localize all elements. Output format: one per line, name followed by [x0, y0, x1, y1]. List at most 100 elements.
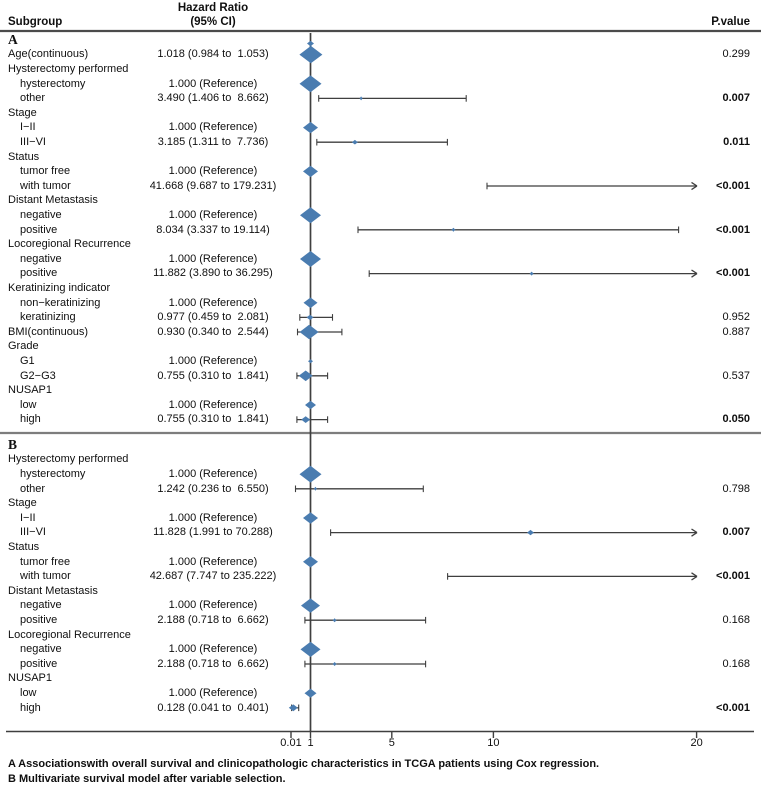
row-hr-text: 1.000 (Reference) [168, 467, 258, 480]
row-hr-text: 1.000 (Reference) [168, 165, 258, 178]
arrowhead [691, 528, 698, 534]
row-label: negative [20, 643, 62, 656]
row-hr-text: 1.000 (Reference) [168, 121, 258, 134]
row-hr-text: 3.490 (1.406 to 8.662) [157, 92, 269, 105]
row-label: Stage [8, 106, 37, 119]
row-hr-text: 1.000 (Reference) [168, 354, 258, 367]
row-pvalue: 0.887 [722, 325, 750, 338]
row-label: III−VI [20, 526, 46, 539]
row-label: hysterectomy [20, 467, 86, 480]
panel-b-label: B [8, 437, 18, 452]
reference-diamond [300, 207, 321, 224]
row-label: low [20, 686, 37, 699]
row-label: Distant Metastasis [8, 194, 98, 207]
row-label: high [20, 701, 41, 714]
arrowhead [691, 532, 698, 537]
row-label: Status [8, 540, 40, 553]
row-label: Hysterectomy performed [8, 62, 129, 75]
arrowhead [691, 181, 698, 187]
reference-diamond [300, 251, 321, 267]
axis-tick-label: 1 [307, 737, 314, 749]
row-label: Distant Metastasis [8, 584, 98, 597]
row-hr-text: 1.000 (Reference) [168, 643, 258, 656]
row-label: Age(continuous) [8, 48, 89, 61]
row-label: Keratinizing indicator [8, 281, 111, 294]
reference-diamond [308, 359, 313, 364]
estimate-diamond [306, 314, 314, 321]
row-pvalue: <0.001 [716, 701, 750, 714]
row-label: Hysterectomy performed [8, 453, 129, 466]
estimate-diamond [351, 139, 358, 145]
ci-column-header: (95% CI) [190, 16, 236, 28]
reference-diamond [300, 641, 321, 657]
reference-diamond [303, 297, 318, 309]
row-pvalue: 0.168 [722, 613, 750, 626]
estimate-diamond [529, 271, 534, 276]
row-label: low [20, 398, 37, 411]
estimate-diamond [301, 416, 311, 423]
estimate-diamond [299, 45, 323, 64]
estimate-diamond [298, 370, 313, 382]
top-marker-diamond [307, 40, 314, 47]
row-hr-text: 1.000 (Reference) [168, 599, 258, 612]
estimate-diamond [332, 618, 337, 623]
footnote-a: A Associationswith overall survival and … [8, 758, 600, 770]
axis-tick-label: 20 [690, 737, 703, 749]
axis-tick-label: 0.01 [280, 737, 302, 749]
reference-diamond [303, 512, 318, 524]
row-hr-text: 1.000 (Reference) [168, 511, 258, 524]
row-hr-text: 0.128 (0.041 to 0.401) [157, 701, 269, 714]
estimate-diamond [299, 324, 319, 340]
row-label: BMI(continuous) [8, 325, 89, 338]
row-label: negative [20, 252, 62, 265]
reference-diamond [303, 121, 318, 134]
row-label: hysterectomy [20, 77, 86, 90]
row-hr-text: 8.034 (3.337 to 19.114) [156, 223, 270, 236]
row-hr-text: 1.000 (Reference) [168, 77, 258, 90]
row-label: with tumor [20, 570, 71, 583]
row-hr-text: 1.000 (Reference) [168, 686, 258, 699]
row-hr-text: 42.687 (7.747 to 235.222) [149, 570, 277, 583]
row-hr-text: 1.000 (Reference) [168, 252, 258, 265]
reference-diamond [299, 465, 322, 483]
row-pvalue: 0.011 [723, 135, 750, 148]
row-label: G2−G3 [20, 369, 56, 382]
row-label: Locoregional Recurrence [8, 628, 131, 641]
row-pvalue: 0.050 [722, 413, 750, 426]
row-label: Status [8, 150, 40, 163]
axis-tick-label: 10 [487, 737, 500, 749]
row-pvalue: <0.001 [716, 267, 750, 280]
estimate-diamond [359, 96, 363, 101]
row-hr-text: 11.828 (1.991 to 70.288) [153, 526, 273, 539]
pvalue-column-header: P.value [711, 16, 750, 28]
row-label: keratinizing [20, 311, 76, 324]
row-label: other [20, 92, 46, 105]
arrowhead [691, 269, 698, 275]
row-hr-text: 0.755 (0.310 to 1.841) [157, 413, 269, 426]
row-hr-text: 11.882 (3.890 to 36.295) [153, 267, 273, 280]
row-label: tumor free [20, 165, 71, 178]
row-hr-text: 1.000 (Reference) [168, 296, 258, 309]
row-label: positive [20, 267, 58, 280]
reference-diamond [299, 75, 322, 93]
row-label: NUSAP1 [8, 384, 53, 397]
row-label: with tumor [20, 179, 71, 192]
row-label: other [20, 482, 46, 495]
row-hr-text: 1.000 (Reference) [168, 555, 258, 568]
row-label: negative [20, 208, 62, 221]
row-label: positive [20, 613, 58, 626]
row-hr-text: 2.188 (0.718 to 6.662) [157, 657, 269, 670]
row-hr-text: 1.000 (Reference) [168, 398, 258, 411]
row-hr-text: 41.668 (9.687 to 179.231) [149, 179, 277, 192]
row-label: I−II [20, 121, 36, 134]
row-label: III−VI [20, 135, 46, 148]
row-pvalue: 0.952 [722, 311, 750, 324]
row-label: non−keratinizing [20, 296, 101, 309]
row-pvalue: 0.168 [722, 657, 750, 670]
row-pvalue: <0.001 [716, 223, 750, 236]
arrowhead [691, 572, 698, 577]
row-label: Stage [8, 497, 37, 510]
row-label: I−II [20, 511, 36, 524]
